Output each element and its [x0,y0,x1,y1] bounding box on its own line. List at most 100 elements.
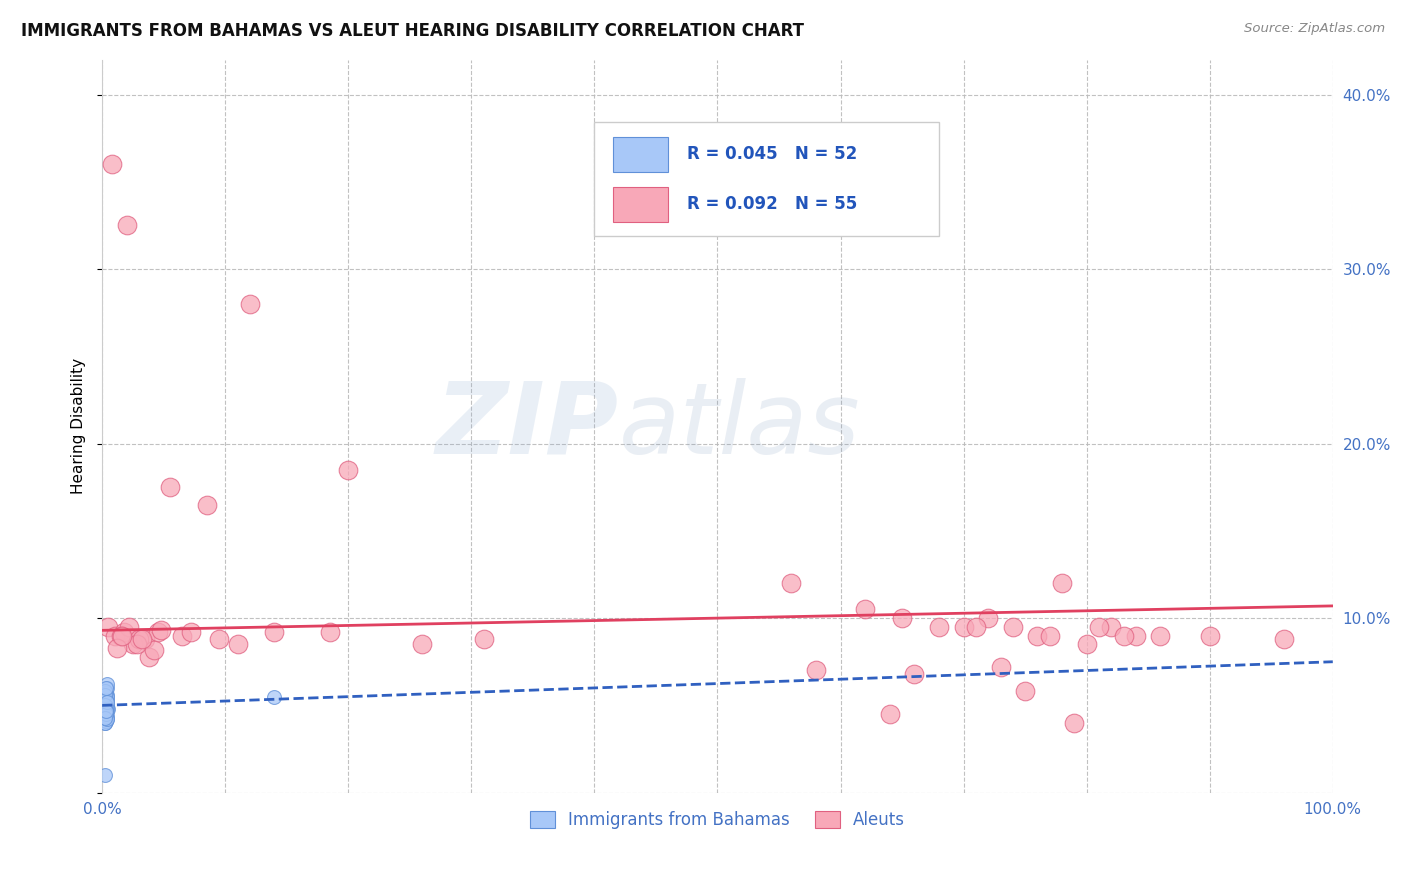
Point [195,498,218,512]
Point [142,642,165,657]
Point [122,637,145,651]
Point [94,686,117,700]
Point [128,632,150,646]
Point [93,715,115,730]
Point [94,702,117,716]
Point [1088,620,1111,634]
Point [93,691,115,706]
Point [94,704,117,718]
Point [93,688,115,702]
Bar [613,136,668,172]
Point [94,710,117,724]
Point [94,706,117,720]
Point [93,715,115,730]
Point [94,710,117,724]
Point [105,640,128,655]
Point [96,712,118,726]
Point [226,637,249,651]
Point [977,611,1000,625]
Text: ZIP: ZIP [436,377,619,475]
Point [134,632,156,646]
Point [146,625,169,640]
Point [1198,629,1220,643]
Point [94,707,117,722]
Point [208,632,231,646]
Point [96,704,118,718]
Point [93,704,115,718]
Point [94,709,117,723]
Point [1112,629,1135,643]
Text: Source: ZipAtlas.com: Source: ZipAtlas.com [1244,22,1385,36]
Point [96,693,118,707]
Point [1026,629,1049,643]
Point [94,690,117,704]
Point [96,688,118,702]
Point [112,625,135,640]
Point [125,637,148,651]
Point [780,576,803,591]
Point [93,768,115,782]
Point [94,693,117,707]
Point [93,698,115,713]
Point [94,706,117,720]
Point [115,219,138,233]
Point [96,690,118,704]
Point [94,706,117,720]
Point [159,480,181,494]
Point [94,695,117,709]
Point [131,632,153,646]
Text: IMMIGRANTS FROM BAHAMAS VS ALEUT HEARING DISABILITY CORRELATION CHART: IMMIGRANTS FROM BAHAMAS VS ALEUT HEARING… [21,22,804,40]
Y-axis label: Hearing Disability: Hearing Disability [72,358,86,494]
Point [110,629,132,643]
Point [93,700,115,714]
Point [101,157,124,171]
Point [93,684,115,698]
Legend: Immigrants from Bahamas, Aleuts: Immigrants from Bahamas, Aleuts [523,804,912,836]
Point [928,620,950,634]
Point [93,707,115,722]
Point [94,698,117,713]
Point [337,463,360,477]
Point [879,707,901,722]
Point [1099,620,1122,634]
Point [239,297,262,311]
Point [1063,715,1085,730]
Point [93,697,115,711]
Point [96,700,118,714]
Point [1149,629,1171,643]
Point [111,629,134,643]
Point [93,698,115,713]
Point [96,695,118,709]
Point [93,710,115,724]
Point [96,709,118,723]
Point [804,664,827,678]
Point [97,702,120,716]
Point [103,629,125,643]
Point [138,649,160,664]
Point [891,611,914,625]
Point [93,698,115,713]
Point [96,697,118,711]
Point [1014,684,1036,698]
Point [1125,629,1147,643]
Point [1039,629,1062,643]
Point [94,714,117,728]
Point [97,620,120,634]
Point [1272,632,1295,646]
Point [96,681,118,695]
Point [263,625,285,640]
Point [411,637,433,651]
Point [853,602,876,616]
Point [180,625,202,640]
Text: atlas: atlas [619,377,860,475]
Point [1076,637,1098,651]
Point [96,677,118,691]
FancyBboxPatch shape [595,122,939,235]
Point [903,667,925,681]
Point [172,629,194,643]
Bar [613,186,668,222]
Point [93,707,115,722]
Point [94,709,117,723]
Point [93,684,115,698]
Point [952,620,974,634]
